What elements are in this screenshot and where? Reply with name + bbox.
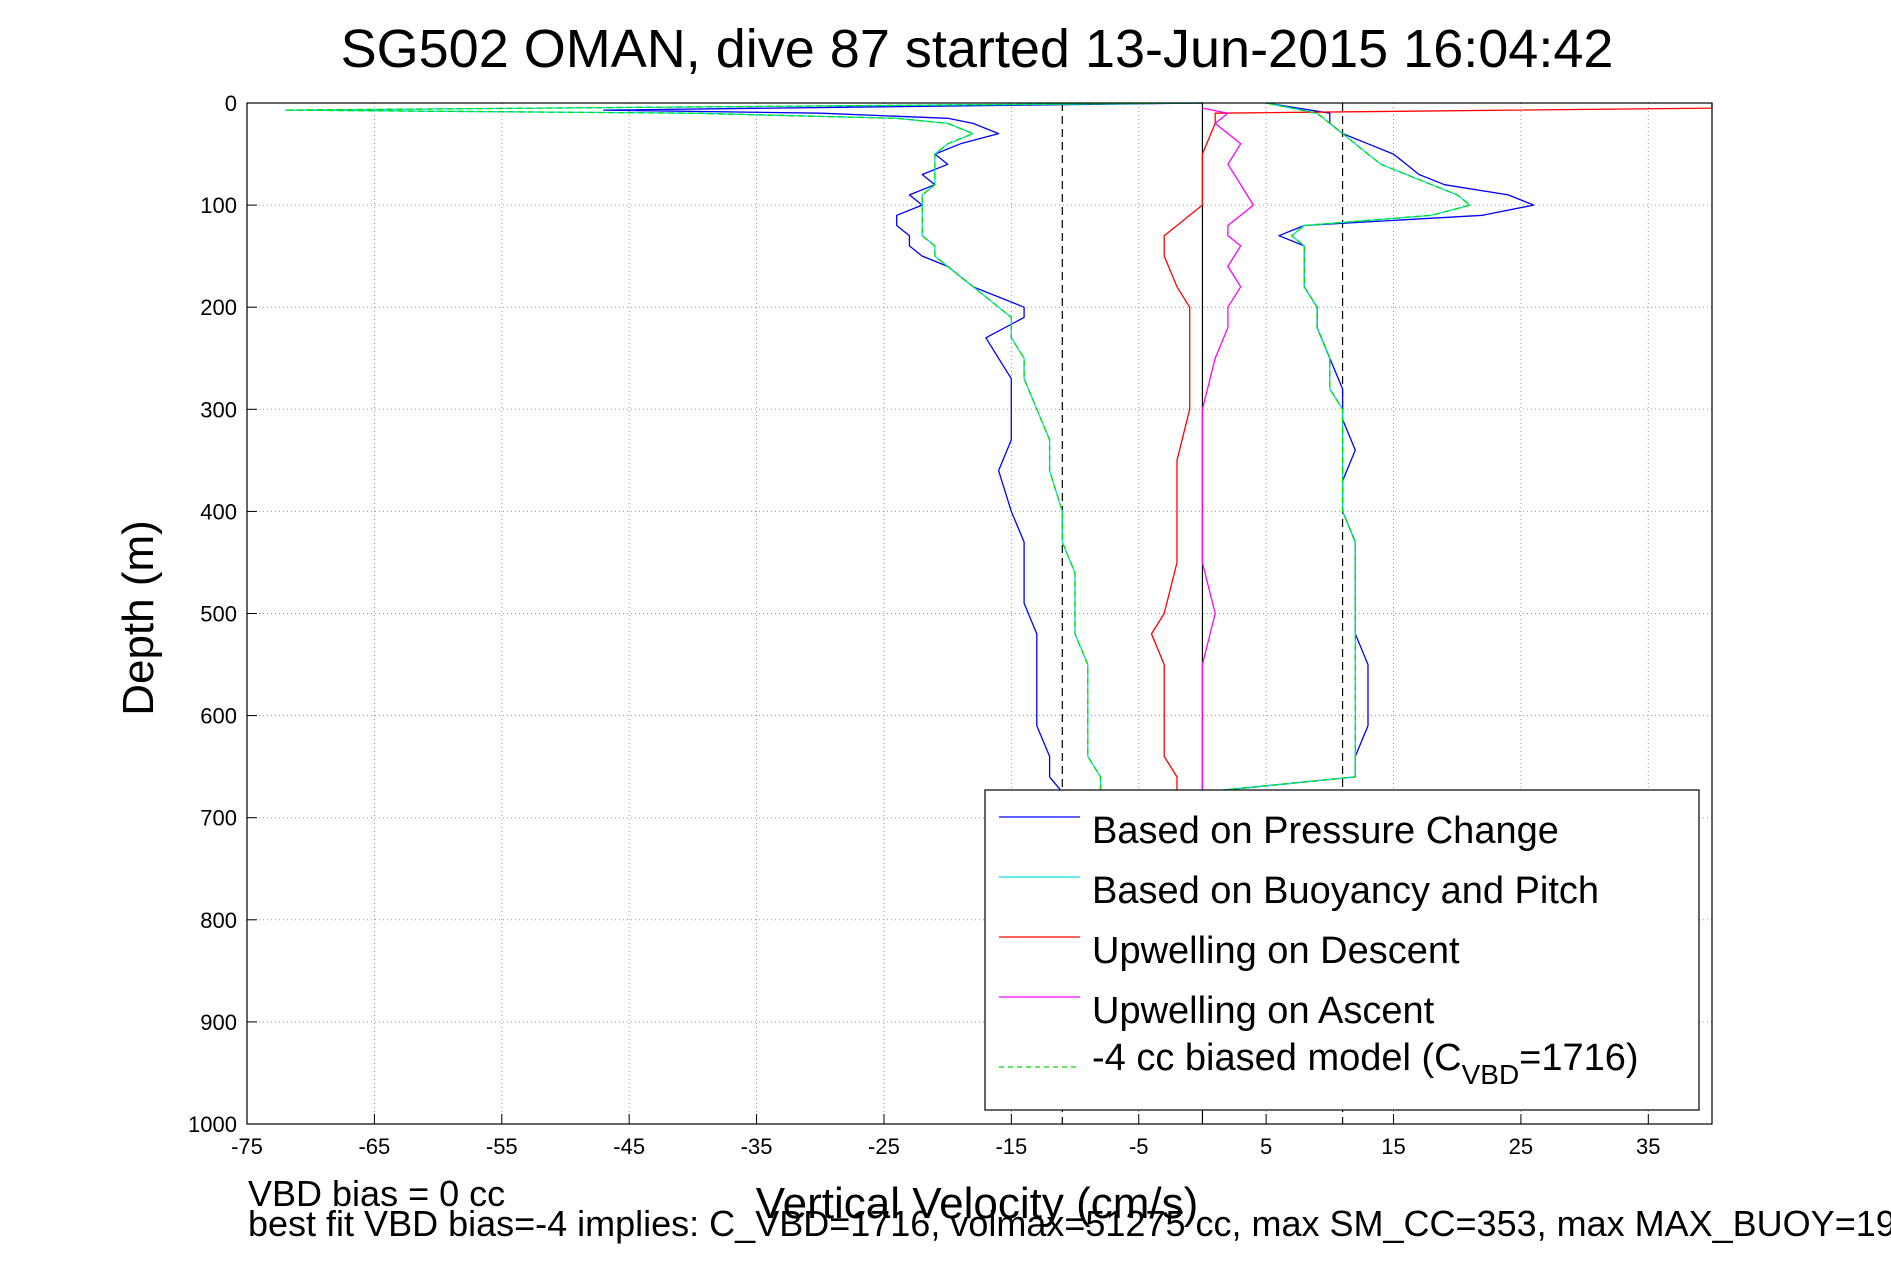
y-tick-label: 200 (200, 295, 237, 320)
y-tick-label: 400 (200, 499, 237, 524)
series-line-upwelling-on-ascent (1201, 107, 1255, 793)
x-tick-label: -15 (995, 1134, 1027, 1159)
x-tick-label: -35 (741, 1134, 773, 1159)
series-line-based-on-pressure-change-descent (603, 102, 1203, 793)
y-tick-label: 600 (200, 704, 237, 729)
legend-label-pressure: Based on Pressure Change (1092, 810, 1559, 852)
best-fit-note: best fit VBD bias=-4 implies: C_VBD=1716… (248, 1203, 1891, 1244)
legend-label-ascent: Upwelling on Ascent (1092, 990, 1435, 1032)
y-tick-label: 1000 (188, 1112, 237, 1137)
legend-label-buoyancy: Based on Buoyancy and Pitch (1092, 870, 1599, 912)
legend-box (984, 789, 1700, 1111)
vbd-bias-note: VBD bias = 0 cc (248, 1173, 506, 1214)
x-tick-label: -55 (486, 1134, 518, 1159)
x-tick-label: -25 (868, 1134, 900, 1159)
x-tick-label: 5 (1260, 1134, 1272, 1159)
y-tick-label: 800 (200, 908, 237, 933)
data-series (284, 102, 1713, 793)
x-tick-label: -65 (358, 1134, 390, 1159)
x-tick-label: 35 (1636, 1134, 1660, 1159)
series-line-based-on-buoyancy-and-pitch-descent (284, 102, 1203, 793)
chart-title: SG502 OMAN, dive 87 started 13-Jun-2015 … (341, 19, 1614, 79)
y-axis-title: Depth (m) (114, 520, 163, 716)
y-tick-label: 700 (200, 806, 237, 831)
legend-label-descent: Upwelling on Descent (1092, 930, 1460, 972)
series-line-4-cc-biased-model-cvbd-1716-descent (284, 102, 1203, 793)
y-tick-label: 0 (225, 91, 237, 116)
y-tick-label: 300 (200, 397, 237, 422)
axis-ticks: -75 -65 -55 -45 -35 -25 -15 -5 5 15 25 350100200300… (188, 91, 1660, 1159)
legend: Based on Pressure Change Based on Buoyan… (984, 789, 1700, 1111)
series-line-based-on-buoyancy-and-pitch-ascent (1202, 102, 1471, 793)
y-tick-label: 900 (200, 1010, 237, 1035)
x-tick-label: -75 (231, 1134, 263, 1159)
x-tick-label: -45 (613, 1134, 645, 1159)
series-line-upwelling-on-descent (1150, 103, 1713, 793)
x-axis-title: Vertical Velocity (cm/s) (756, 1179, 1199, 1228)
y-tick-label: 500 (200, 602, 237, 627)
legend-label-biased: -4 cc biased model (CVBD=1716) (1092, 1037, 1639, 1090)
x-tick-label: -5 (1129, 1134, 1149, 1159)
x-tick-label: 25 (1509, 1134, 1533, 1159)
y-tick-label: 100 (200, 193, 237, 218)
x-tick-label: 15 (1381, 1134, 1405, 1159)
series-line-4-cc-biased-model-cvbd-1716-ascent (1202, 102, 1471, 793)
